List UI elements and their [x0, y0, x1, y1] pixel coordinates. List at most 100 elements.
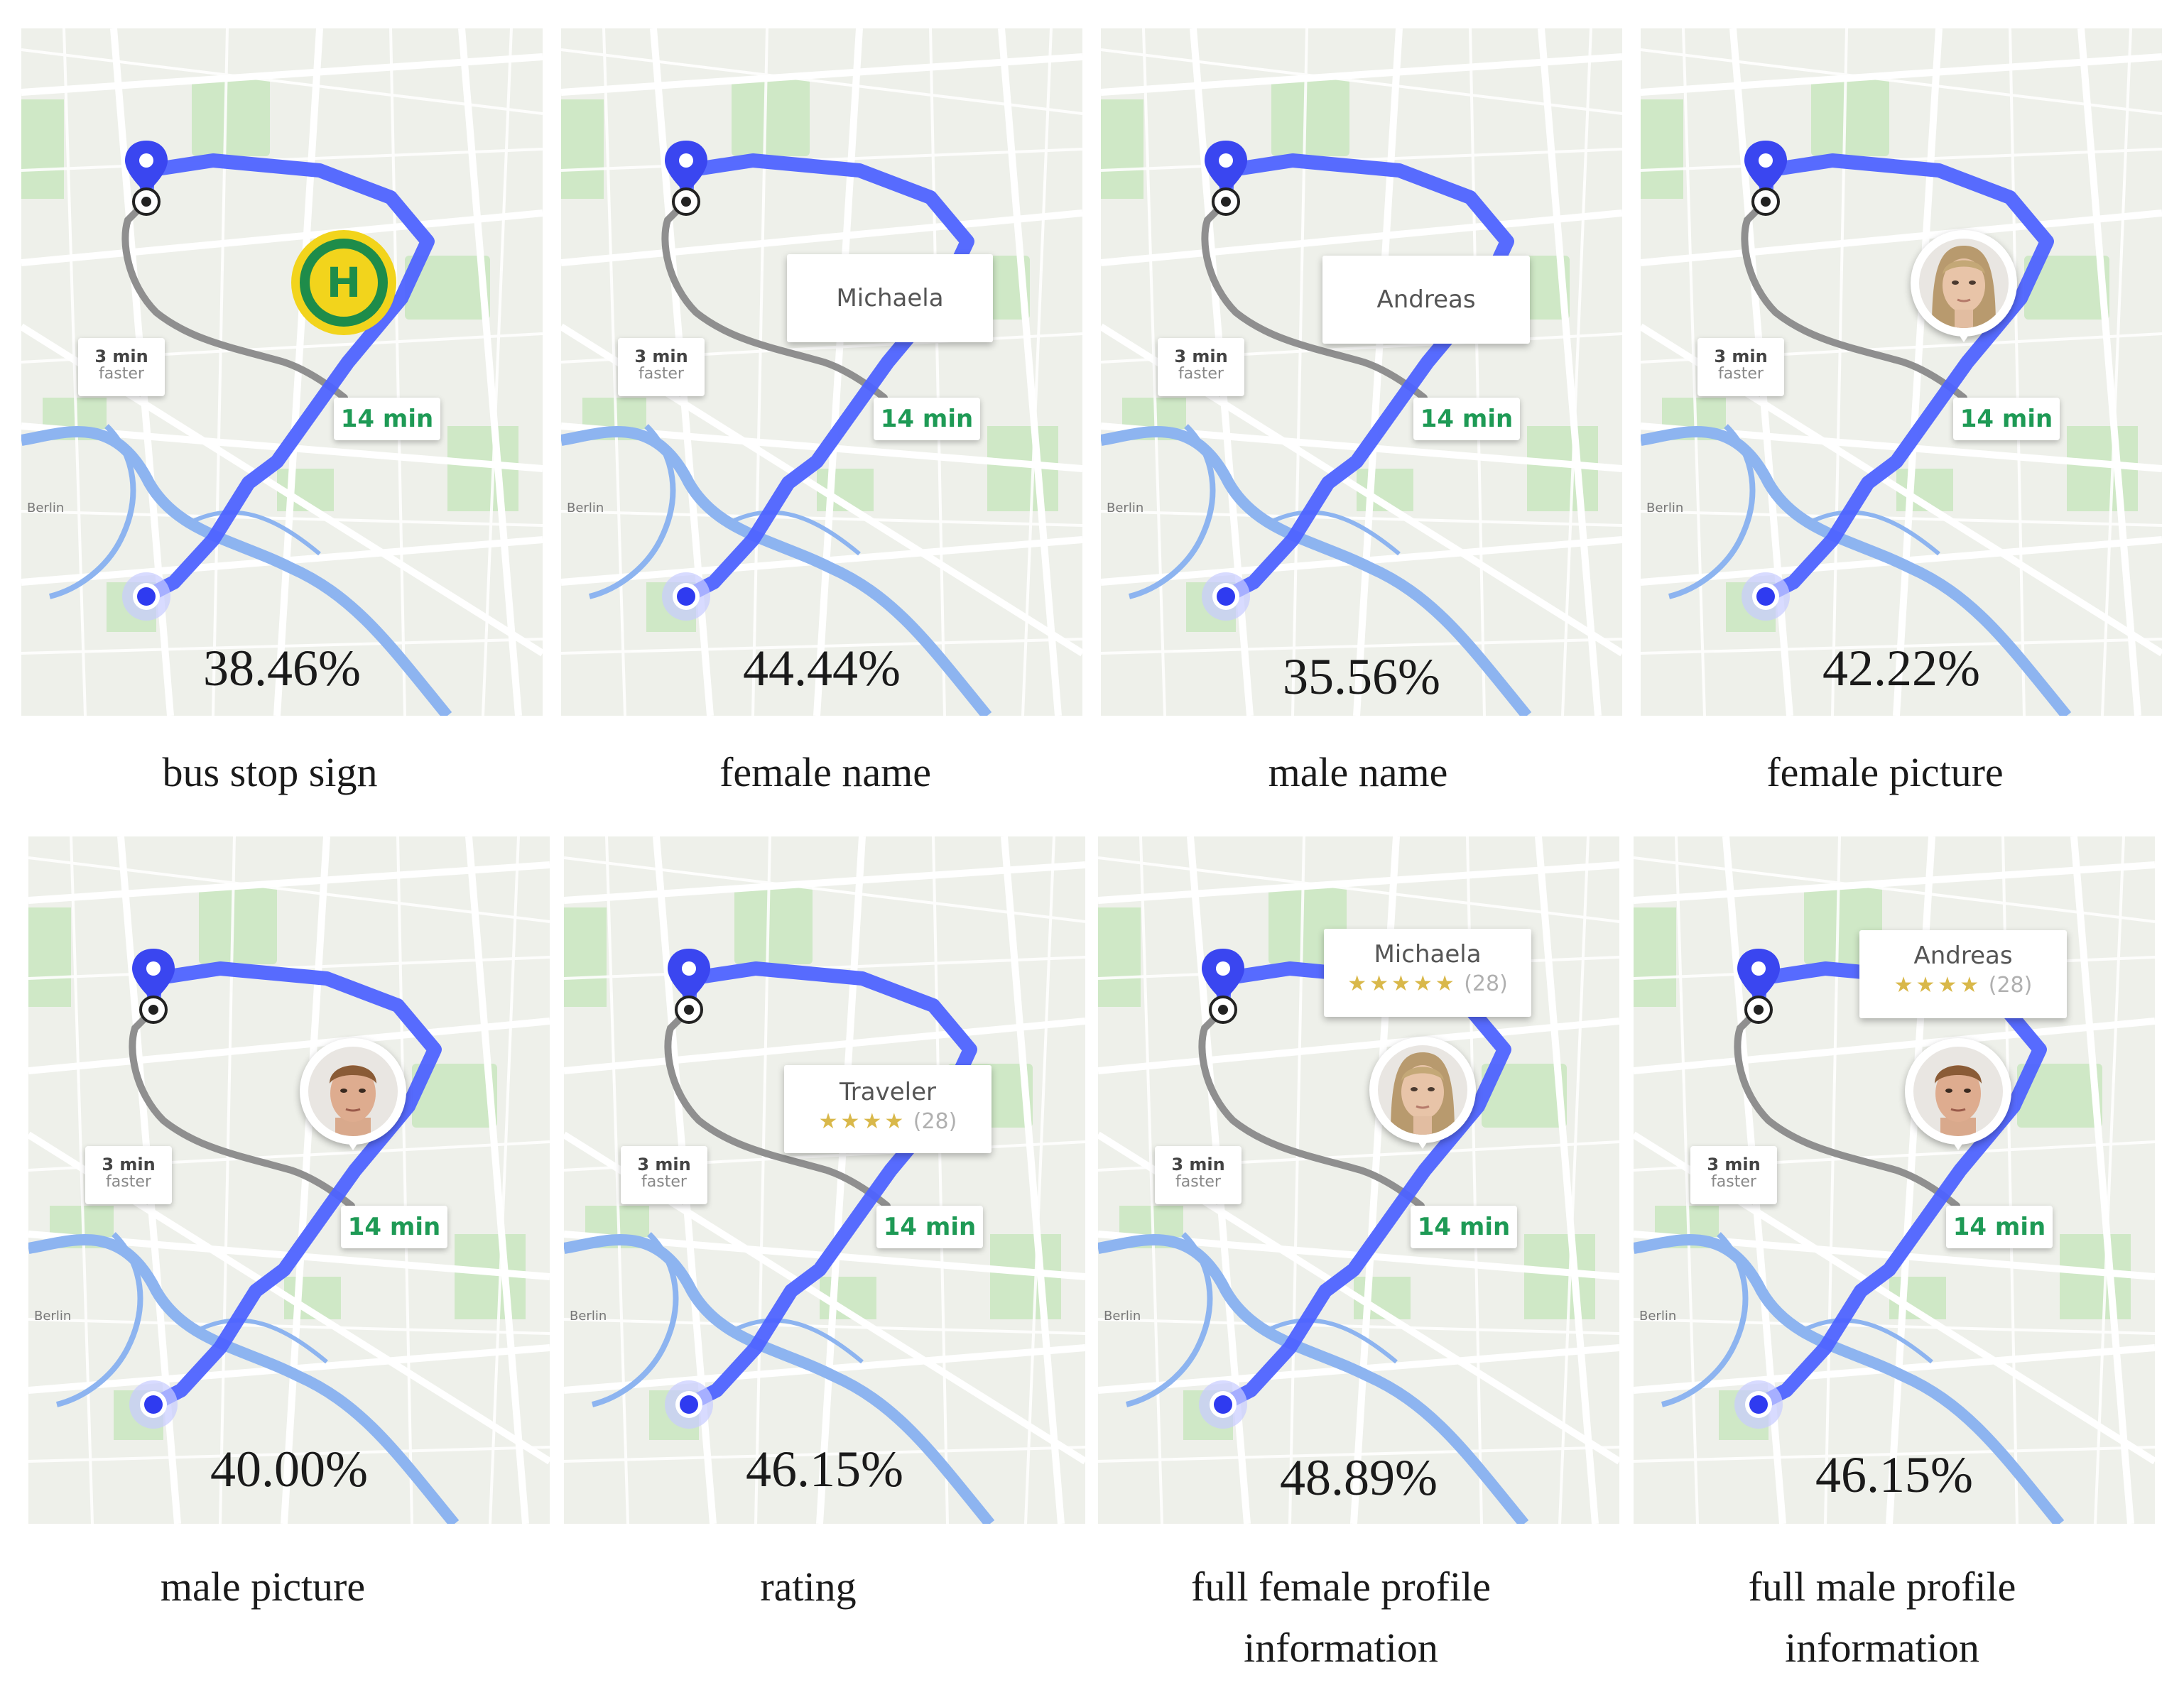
main-route: [139, 153, 435, 604]
alternate-route-note: faster: [106, 1173, 151, 1191]
map-panel-female-picture: 3 min faster 14 min Berlin 42.22%: [1641, 28, 2162, 716]
map-panel-female-name: 3 min faster 14 min Berlin Michaela 44.44%: [561, 28, 1082, 716]
profile-callout: Andreas ★★★★ (28): [1859, 930, 2067, 1018]
rating-callout: Traveler ★★★★ (28): [784, 1065, 992, 1153]
alternate-route-label: 3 min faster: [618, 338, 705, 396]
female-avatar: [1369, 1037, 1476, 1149]
origin-dot-icon: [122, 572, 170, 621]
alternate-route-time: 3 min: [102, 1155, 156, 1174]
alternate-route-label: 3 min faster: [1158, 338, 1244, 396]
percentage-label: 35.56%: [1283, 648, 1440, 705]
minor-roads: [28, 836, 550, 1524]
origin-dot-icon: [129, 1380, 178, 1429]
map-panel-full-male-profile: 3 min faster 14 min Berlin Andreas ★★★★ (28…: [1634, 836, 2155, 1524]
alternate-route: [1741, 198, 1967, 401]
travel-time-label: 14 min: [1413, 398, 1520, 440]
driver-name: Andreas: [1913, 942, 2013, 970]
alternate-route-note: faster: [639, 365, 684, 383]
waypoint-icon: [1744, 996, 1773, 1024]
alternate-route: [664, 1006, 891, 1209]
city-label: Berlin: [34, 1309, 72, 1324]
star-icons: ★★★★: [1894, 973, 1982, 998]
male-face-icon: [308, 1047, 398, 1136]
alternate-route-time: 3 min: [1707, 1155, 1761, 1174]
alternate-route: [121, 198, 348, 401]
percentage-label: 46.15%: [1815, 1446, 1973, 1503]
alternate-route-time: 3 min: [634, 347, 688, 366]
origin-dot-icon: [665, 1380, 713, 1429]
origin-dot-icon: [662, 572, 710, 621]
destination-pin-icon: [1737, 949, 1780, 1001]
percentage-label: 44.44%: [743, 640, 901, 697]
male-avatar: [300, 1038, 406, 1150]
male-face-icon: [1913, 1047, 2003, 1136]
star-rating: ★★★★ (28): [784, 1109, 992, 1134]
star-rating: ★★★★ (28): [1859, 973, 2067, 998]
panel-caption: rating: [760, 1564, 857, 1610]
waypoint-icon: [1751, 187, 1780, 216]
minor-roads: [1634, 836, 2155, 1524]
driver-name: Michaela: [836, 284, 944, 312]
travel-time-label: 14 min: [1946, 1206, 2053, 1248]
city-label: Berlin: [1646, 501, 1684, 516]
alternate-route-time: 3 min: [1714, 347, 1768, 366]
panel-caption: female name: [719, 749, 931, 795]
destination-pin-icon: [668, 949, 710, 1001]
destination-pin-icon: [125, 141, 168, 193]
destination-pin-icon: [665, 141, 707, 193]
park-areas: [561, 78, 1058, 632]
panel-caption: female picture: [1766, 749, 2004, 795]
alternate-route-label: 3 min faster: [78, 338, 165, 396]
female-face-icon: [1378, 1045, 1467, 1135]
city-label: Berlin: [1639, 1309, 1677, 1324]
name-callout: Michaela: [787, 254, 993, 342]
travel-time-label: 14 min: [341, 1206, 447, 1248]
map-artwork: [28, 836, 550, 1524]
caption-line: information: [1244, 1625, 1438, 1671]
percentage-label: 38.46%: [203, 640, 361, 697]
waypoint-icon: [132, 187, 161, 216]
alternate-route: [129, 1006, 355, 1209]
star-rating: ★★★★★ (28): [1324, 971, 1531, 996]
alternate-route: [661, 198, 888, 401]
name-callout: Andreas: [1322, 256, 1530, 344]
origin-dot-icon: [1734, 1380, 1783, 1429]
bus-stop-icon: H: [288, 227, 399, 338]
alternate-route-label: 3 min faster: [1697, 338, 1784, 396]
female-avatar: [1911, 230, 2017, 342]
waypoint-icon: [672, 187, 700, 216]
panel-caption: full male profile information: [1612, 1556, 2152, 1679]
caption-line: information: [1785, 1625, 1979, 1671]
driver-name: Andreas: [1376, 285, 1476, 314]
profile-callout: Michaela ★★★★★ (28): [1324, 929, 1531, 1017]
map-panel-male-name: 3 min faster 14 min Berlin Andreas 35.56%: [1101, 28, 1622, 716]
panel-caption: male picture: [160, 1564, 366, 1610]
rating-count: (28): [913, 1109, 957, 1134]
destination-pin-icon: [1205, 141, 1247, 193]
destination-pin-icon: [1202, 949, 1244, 1001]
travel-time-label: 14 min: [1953, 398, 2060, 440]
caption-line: full male profile: [1748, 1564, 2016, 1610]
origin-dot-icon: [1199, 1380, 1247, 1429]
major-roads: [1101, 28, 1622, 716]
female-face-icon: [1919, 239, 2009, 328]
city-label: Berlin: [567, 501, 604, 516]
main-route: [1759, 153, 2054, 604]
alternate-route-note: faster: [99, 365, 144, 383]
minor-roads: [564, 836, 1085, 1524]
map-panel-rating: 3 min faster 14 min Berlin Traveler ★★★★ (2…: [564, 836, 1085, 1524]
alternate-route-note: faster: [1178, 365, 1224, 383]
alternate-route-note: faster: [1718, 365, 1764, 383]
alternate-route-label: 3 min faster: [1690, 1146, 1777, 1204]
main-route: [1216, 961, 1511, 1412]
destination-pin-icon: [1744, 141, 1787, 193]
percentage-label: 46.15%: [746, 1441, 903, 1498]
panel-caption: full female profile information: [1071, 1556, 1611, 1679]
star-icons: ★★★★★: [1347, 971, 1457, 996]
alternate-route: [1201, 198, 1428, 401]
alternate-route-note: faster: [1175, 1173, 1221, 1191]
waypoint-icon: [675, 996, 703, 1024]
alternate-route-time: 3 min: [1174, 347, 1228, 366]
city-label: Berlin: [1104, 1309, 1141, 1324]
minor-roads: [1098, 836, 1619, 1524]
